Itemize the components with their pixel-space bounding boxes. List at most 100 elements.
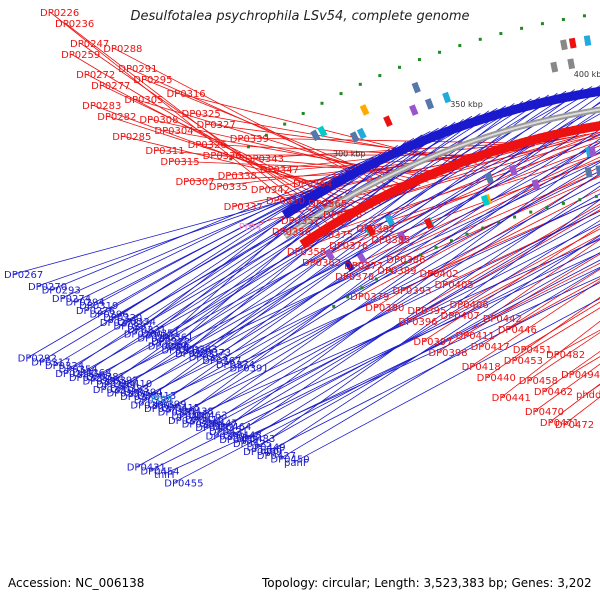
gene-label[interactable]: DP0448 <box>223 431 262 442</box>
gene-label[interactable]: DP0408 <box>219 435 258 446</box>
gene-label[interactable]: DP0368 <box>72 368 111 379</box>
gene-label[interactable]: DP0316 <box>166 89 205 100</box>
gene-label[interactable]: DP0326 <box>188 140 227 151</box>
gene-label[interactable]: DP0394 <box>123 387 162 398</box>
gene-label[interactable]: DP0274 <box>52 294 91 305</box>
gene-label[interactable]: DP0376 <box>329 241 368 252</box>
gene-label[interactable]: DP0402 <box>419 269 458 280</box>
gene-label[interactable]: DP0392 <box>99 375 138 386</box>
gene-label[interactable]: DP0338 <box>218 171 257 182</box>
gene-label[interactable]: DP0410 <box>113 379 152 390</box>
gene-label[interactable]: DP0397 <box>413 337 452 348</box>
gene-label[interactable]: DP0372 <box>168 416 207 427</box>
gene-label[interactable]: DP0455 <box>164 478 203 489</box>
gene-label[interactable]: DP0363 <box>178 344 217 355</box>
gene-label[interactable]: DP0371 <box>144 404 183 415</box>
gene-label[interactable]: DP0294 <box>66 298 105 309</box>
gene-label[interactable]: DP0449 <box>246 442 285 453</box>
gene-label[interactable]: DP0379 <box>350 292 389 303</box>
gene-label[interactable]: DP0373 <box>192 348 231 359</box>
gene-label[interactable]: DP0331 <box>93 385 132 396</box>
gene-label[interactable]: DP0236 <box>55 19 94 30</box>
gene-label[interactable]: DP0356 <box>272 227 311 238</box>
gene-label[interactable]: DP0293 <box>42 286 81 297</box>
gene-label[interactable]: DP0384 <box>134 396 173 407</box>
gene-label[interactable]: DP0334 <box>117 317 156 328</box>
gene-label[interactable]: DP0380 <box>365 303 404 314</box>
gene-label[interactable]: panF <box>284 458 309 469</box>
gene-label[interactable]: DP0358 <box>287 247 326 258</box>
gene-label[interactable]: DP0259 <box>61 50 100 61</box>
gene-label[interactable]: DP0446 <box>498 325 537 336</box>
gene-label[interactable]: DP0366 <box>323 210 362 221</box>
gene-label[interactable]: DP0315 <box>160 157 199 168</box>
gene-label[interactable]: DP0361 <box>154 332 193 343</box>
gene-label[interactable]: DP0396 <box>398 317 437 328</box>
gene-label[interactable]: DP0355 <box>82 376 121 387</box>
gene-label[interactable]: DP0403 <box>195 423 234 434</box>
gene-label[interactable]: DP0406 <box>450 300 489 311</box>
gene-label[interactable]: DP0247 <box>70 39 109 50</box>
gene-label[interactable]: DP0425 <box>233 439 272 450</box>
gene-label[interactable]: DP0335 <box>209 182 248 193</box>
gene-label[interactable]: DP0416 <box>185 415 224 426</box>
gene-label[interactable]: DP0407 <box>441 311 480 322</box>
gene-label[interactable]: DP0494 <box>561 370 600 381</box>
gene-label[interactable]: thiH <box>154 470 175 481</box>
gene-label[interactable]: DP0337 <box>224 202 263 213</box>
gene-label[interactable]: DP0318 <box>55 369 94 380</box>
gene-label[interactable]: DP0458 <box>519 376 558 387</box>
gene-label[interactable]: DP0320 <box>103 313 142 324</box>
gene-label[interactable]: DP0336 <box>203 151 242 162</box>
gene-label[interactable]: DP0385 <box>371 235 410 246</box>
gene-label[interactable]: DP0367 <box>202 356 241 367</box>
gene-label[interactable]: DP0395 <box>407 306 446 317</box>
gene-label[interactable]: DP0382 <box>356 224 395 235</box>
gene-label[interactable]: DP0470 <box>525 407 564 418</box>
gene-label[interactable]: DP0354 <box>59 365 98 376</box>
gene-label[interactable]: DP0291 <box>118 64 157 75</box>
gene-label[interactable]: DP0441 <box>492 393 531 404</box>
gene-label[interactable]: DP0374 <box>216 360 255 371</box>
gene-label[interactable]: DP0298 <box>137 333 176 344</box>
gene-label[interactable]: DP0438 <box>175 407 214 418</box>
gene-label[interactable]: DP0319 <box>79 301 118 312</box>
gene-label[interactable]: DP0296 <box>89 309 128 320</box>
gene-label[interactable]: DP0482 <box>546 350 585 361</box>
gene-label[interactable]: DP0462 <box>534 387 573 398</box>
gene-label[interactable]: DP0305 <box>124 95 163 106</box>
gene-label[interactable]: DP0383 <box>110 384 149 395</box>
gene-label[interactable]: DP0417 <box>471 342 510 353</box>
gene-label[interactable]: DP0321 <box>127 325 166 336</box>
gene-label[interactable]: DP0364 <box>293 179 332 190</box>
gene-label[interactable]: DP0453 <box>504 356 543 367</box>
gene-label[interactable]: DP0400 <box>171 411 210 422</box>
gene-label[interactable]: DP0288 <box>103 44 142 55</box>
gene-label[interactable]: DP0351 <box>141 329 180 340</box>
gene-label[interactable]: DP0285 <box>112 132 151 143</box>
gene-label[interactable]: DP0375 <box>314 230 353 241</box>
gene-label[interactable]: DP0328 <box>69 373 108 384</box>
gene-label[interactable]: DP0391 <box>230 364 269 375</box>
gene-label[interactable]: DP0311 <box>145 146 184 157</box>
gene-label[interactable]: DP0277 <box>91 81 130 92</box>
gene-label[interactable]: DP0343 <box>245 154 284 165</box>
gene-label[interactable]: DP0464 <box>212 422 251 433</box>
gene-label[interactable]: DP0483 <box>236 434 275 445</box>
gene-label[interactable]: DP0362 <box>302 258 341 269</box>
gene-label[interactable]: DP0451 <box>513 345 552 356</box>
gene-label[interactable]: DP0387 <box>158 408 197 419</box>
gene-label[interactable]: DP0365 <box>308 199 347 210</box>
gene-label[interactable]: DP0389 <box>377 266 416 277</box>
gene-label[interactable]: DP0427 <box>257 451 296 462</box>
gene-label[interactable]: DP0295 <box>133 75 172 86</box>
gene-label[interactable]: DP0370 <box>120 392 159 403</box>
gene-label[interactable]: DP0270 <box>28 282 67 293</box>
gene-label[interactable]: aspA <box>165 341 190 352</box>
gene-label[interactable]: DP0381 <box>86 372 125 383</box>
gene-label[interactable]: DP0342 <box>251 185 290 196</box>
gene-label[interactable]: DP0471 <box>540 418 579 429</box>
gene-label[interactable]: DP0369 <box>96 380 135 391</box>
gene-label[interactable]: DP0292 <box>18 354 57 365</box>
gene-label[interactable]: DP0353 <box>189 353 228 364</box>
